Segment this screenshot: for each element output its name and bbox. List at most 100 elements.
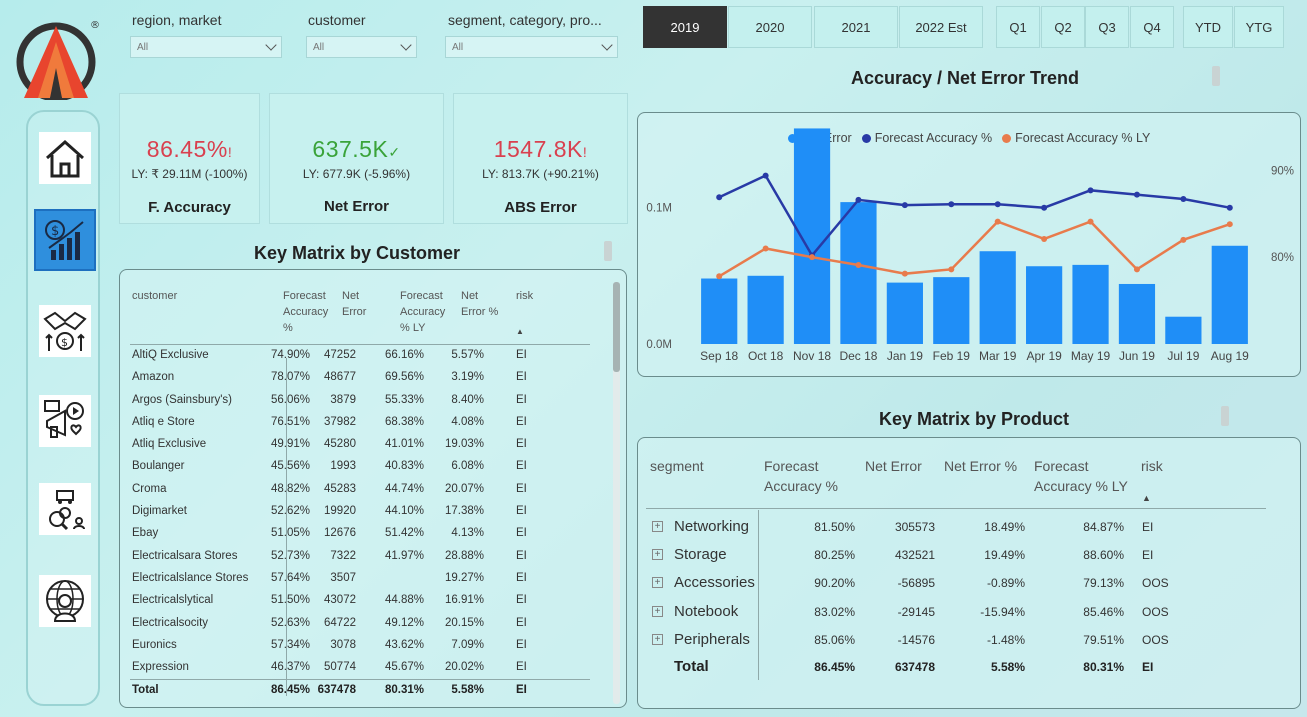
bar-net-error: [933, 277, 970, 344]
header-divider: [646, 508, 1266, 509]
period-2020-button[interactable]: 2020: [728, 6, 812, 48]
x-axis-tick: Sep 18: [700, 349, 738, 363]
trend-chart-panel: Net Error Forecast Accuracy % Forecast A…: [637, 112, 1301, 377]
table-row[interactable]: + Peripherals 85.06% -14576 -1.48% 79.51% OOS: [638, 625, 1302, 653]
nav-finance[interactable]: $: [34, 209, 96, 271]
risk: EI: [516, 616, 527, 629]
table-row[interactable]: Argos (Sainsbury's) 56.06% 3879 55.33% 8.40%…: [130, 390, 592, 412]
forecast-accuracy: 90.20%: [814, 576, 855, 591]
legend-swatch: [788, 133, 797, 143]
period-q4-button[interactable]: Q4: [1130, 6, 1174, 48]
table-row[interactable]: + Networking 81.50% 305573 18.49% 84.87% EI: [638, 512, 1302, 540]
chevron-down-icon: [265, 39, 277, 51]
col-header-forecast-accuracy-ly[interactable]: Forecast Accuracy % LY: [400, 290, 446, 334]
bar-net-error: [1165, 316, 1202, 344]
period-2021-button[interactable]: 2021: [814, 6, 898, 48]
col-header-forecast-accuracy[interactable]: Forecast Accuracy %: [764, 458, 838, 494]
expand-icon[interactable]: +: [652, 549, 663, 561]
col-header-net-error[interactable]: Net Error: [865, 458, 922, 474]
legend-item-forecast-accuracy-ly[interactable]: Forecast Accuracy % LY: [1002, 131, 1150, 145]
col-header-forecast-accuracy-ly[interactable]: Forecast Accuracy % LY: [1034, 458, 1128, 494]
col-header-risk[interactable]: risk: [516, 290, 534, 302]
table-row[interactable]: Atliq e Store 76.51% 37982 68.38% 4.08% EI: [130, 412, 592, 434]
net-error-pct: 28.88%: [444, 549, 484, 562]
nav-sales[interactable]: $: [39, 305, 91, 357]
total-net-error: 637478: [894, 660, 935, 674]
vertical-scrollbar[interactable]: [613, 282, 620, 704]
table-row[interactable]: Digimarket 52.62% 19920 44.10% 17.38% EI: [130, 501, 592, 523]
col-header-net-error-pct[interactable]: Net Error %: [944, 458, 1018, 474]
period-q2-button[interactable]: Q2: [1041, 6, 1085, 48]
region-market-value: All: [137, 41, 149, 53]
nav-marketing[interactable]: [39, 395, 91, 447]
table-row[interactable]: Electricalsocity 52.63% 64722 49.12% 20.15% E…: [130, 613, 592, 635]
total-forecast-accuracy: 86.45%: [814, 660, 855, 674]
bar-net-error: [747, 275, 784, 344]
table-row[interactable]: Croma 48.82% 45283 44.74% 20.07% EI: [130, 479, 592, 501]
scrollbar-thumb[interactable]: [613, 282, 620, 372]
company-logo: ®: [14, 16, 100, 102]
total-divider: [130, 679, 590, 681]
table-row[interactable]: + Storage 80.25% 432521 19.49% 88.60% EI: [638, 540, 1302, 568]
table-row[interactable]: Electricalslytical 51.50% 43072 44.88% 16.91…: [130, 590, 592, 612]
period-ytd-button[interactable]: YTD: [1183, 6, 1233, 48]
net-error: 7322: [330, 549, 356, 562]
point-forecast-accuracy-ly: [716, 273, 723, 280]
product-matrix-title: Key Matrix by Product: [878, 409, 1070, 429]
y-axis-right-tick: 90%: [1271, 165, 1294, 177]
table-row[interactable]: Ebay 51.05% 12676 51.42% 4.13% EI: [130, 523, 592, 545]
point-forecast-accuracy-ly: [855, 261, 862, 268]
trend-chart[interactable]: 0.0M 0.1M 80% 90% Sep 18 Oct 18 Nov 18 Dec 18 Ja…: [638, 113, 1302, 378]
expand-icon[interactable]: +: [652, 521, 663, 532]
risk: EI: [516, 571, 527, 584]
period-q1-button[interactable]: Q1: [996, 6, 1040, 48]
col-header-customer[interactable]: customer: [132, 290, 178, 302]
expand-icon[interactable]: +: [652, 577, 663, 589]
period-q3-button[interactable]: Q3: [1085, 6, 1129, 48]
customer-name: Argos (Sainsbury's): [132, 393, 232, 406]
risk: EI: [516, 460, 527, 473]
col-header-forecast-accuracy[interactable]: Forecast Accuracy %: [283, 290, 329, 334]
table-row[interactable]: Electricalsara Stores 52.73% 7322 41.97% 28.…: [130, 546, 592, 568]
scroll-handle[interactable]: [1212, 66, 1220, 86]
risk: EI: [516, 349, 527, 361]
registered-mark: ®: [90, 20, 100, 31]
bar-net-error: [1026, 266, 1063, 344]
customer-name: Atliq Exclusive: [132, 438, 207, 451]
table-row[interactable]: + Accessories 90.20% -56895 -0.89% 79.13% OOS: [638, 568, 1302, 596]
segment-category-select[interactable]: All: [445, 36, 618, 58]
net-error-pct: 17.38%: [444, 505, 484, 518]
forecast-accuracy: 51.05%: [270, 527, 310, 540]
col-header-segment[interactable]: segment: [650, 458, 704, 474]
table-row[interactable]: Boulanger 45.56% 1993 40.83% 6.08% EI: [130, 456, 592, 478]
nav-supply-chain[interactable]: [39, 483, 91, 535]
col-header-net-error-pct[interactable]: Net Error %: [461, 290, 499, 318]
expand-icon[interactable]: +: [652, 605, 663, 617]
col-header-net-error[interactable]: Net Error: [342, 290, 367, 318]
period-ytg-button[interactable]: YTG: [1234, 6, 1284, 48]
legend-item-forecast-accuracy[interactable]: Forecast Accuracy %: [861, 131, 992, 145]
filter-label-segment: segment, category, pro...: [448, 12, 602, 28]
table-row[interactable]: Atliq Exclusive 49.91% 45280 41.01% 19.03% EI: [130, 434, 592, 456]
table-row[interactable]: AltiQ Exclusive 74.90% 47252 66.16% 5.57% EI: [130, 345, 592, 367]
table-row[interactable]: Electricalslance Stores 57.64% 3507 19.27% E…: [130, 568, 592, 590]
customer-select[interactable]: All: [306, 36, 417, 58]
nav-home[interactable]: [39, 132, 91, 184]
segment-category-value: All: [452, 41, 464, 53]
scroll-handle[interactable]: [1221, 406, 1229, 426]
customer-value: All: [313, 41, 325, 53]
table-row[interactable]: Amazon 78.07% 48677 69.56% 3.19% EI: [130, 367, 592, 389]
forecast-accuracy-ly: 41.97%: [384, 549, 424, 562]
table-row[interactable]: Expression 46.37% 50774 45.67% 20.02% EI: [130, 657, 592, 679]
table-row[interactable]: Euronics 57.34% 3078 43.62% 7.09% EI: [130, 635, 592, 657]
period-2019-button[interactable]: 2019: [643, 6, 727, 48]
kpi-ly-net-error: LY: 677.9K (-5.96%): [302, 167, 411, 181]
x-axis-tick: Oct 18: [748, 349, 784, 363]
period-2022-est-button[interactable]: 2022 Est: [899, 6, 983, 48]
nav-executive[interactable]: [39, 575, 91, 627]
expand-icon[interactable]: +: [652, 633, 663, 645]
col-header-risk[interactable]: risk: [1141, 458, 1163, 474]
region-market-select[interactable]: All: [130, 36, 282, 58]
table-row[interactable]: + Notebook 83.02% -29145 -15.94% 85.46% OOS: [638, 597, 1302, 625]
scroll-handle[interactable]: [604, 241, 612, 261]
